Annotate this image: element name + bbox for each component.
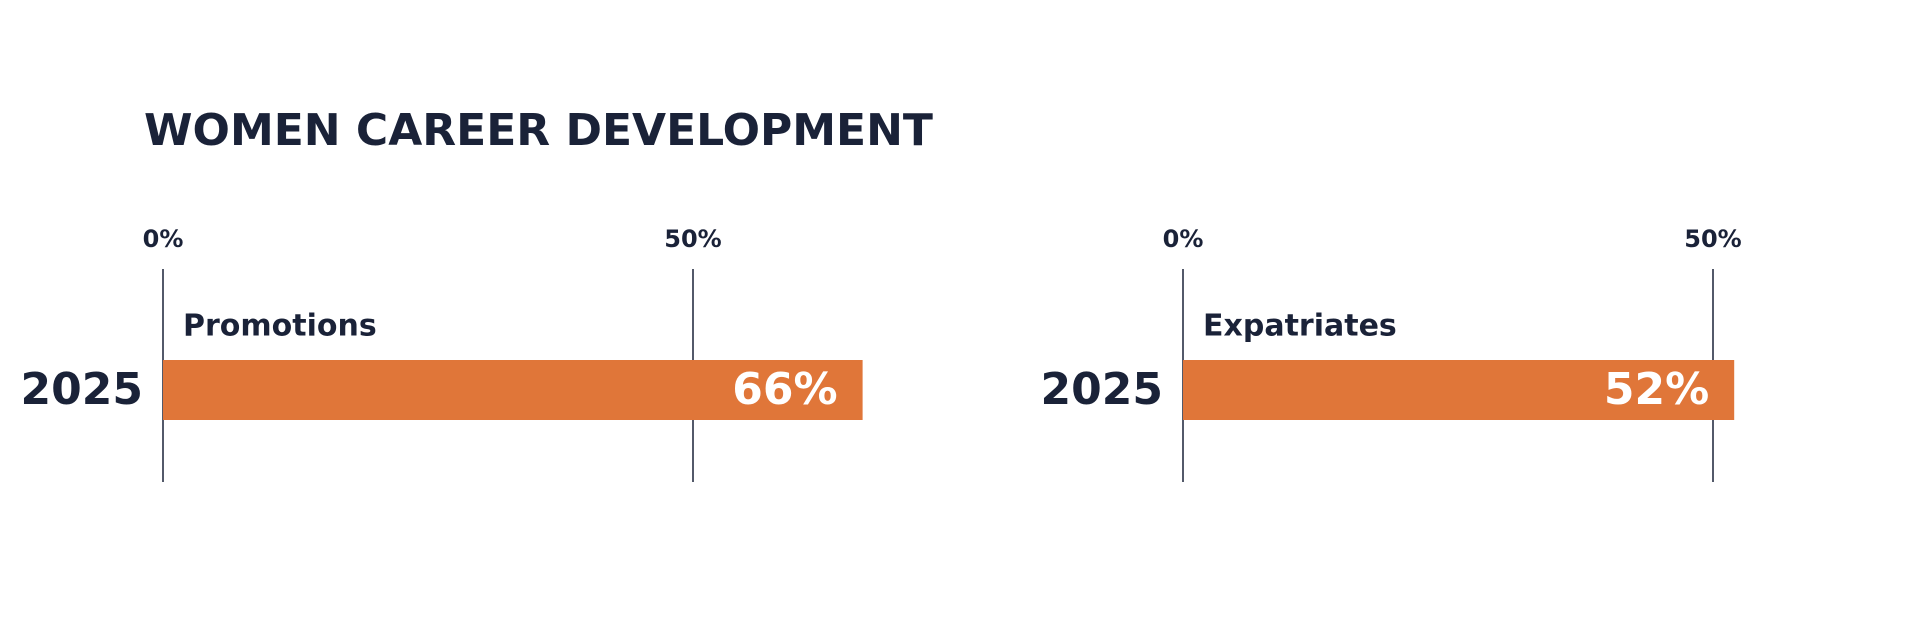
x-tick-label: 0% bbox=[1163, 225, 1204, 253]
chart-title: Promotions bbox=[183, 309, 377, 344]
page-title: WOMEN CAREER DEVELOPMENT bbox=[144, 105, 933, 156]
value-label: 66% bbox=[732, 364, 837, 415]
category-label: 2025 bbox=[21, 364, 143, 415]
x-tick-label: 0% bbox=[143, 225, 184, 253]
bar bbox=[1183, 360, 1735, 420]
bar bbox=[163, 360, 863, 420]
x-tick-label: 50% bbox=[1684, 225, 1741, 253]
x-tick-label: 50% bbox=[664, 225, 721, 253]
value-label: 52% bbox=[1604, 364, 1709, 415]
category-label: 2025 bbox=[1041, 364, 1163, 415]
chart-title: Expatriates bbox=[1203, 309, 1397, 344]
